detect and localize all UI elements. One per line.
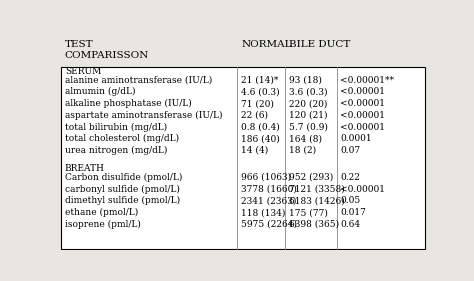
Text: dimethyl sulfide (pmol/L): dimethyl sulfide (pmol/L) (65, 196, 180, 205)
Text: ethane (pmol/L): ethane (pmol/L) (65, 208, 138, 217)
Text: <0.00001**: <0.00001** (340, 76, 394, 85)
Text: 7121 (3358): 7121 (3358) (289, 185, 345, 194)
Text: 0.8 (0.4): 0.8 (0.4) (241, 123, 280, 132)
Text: 21 (14)*: 21 (14)* (241, 76, 278, 85)
Text: 0.0001: 0.0001 (340, 134, 372, 143)
Text: total cholesterol (mg/dL): total cholesterol (mg/dL) (65, 134, 179, 143)
Text: 93 (18): 93 (18) (289, 76, 322, 85)
Text: BILE DUCT: BILE DUCT (289, 40, 350, 49)
Text: 0.017: 0.017 (340, 208, 366, 217)
Text: <0.00001: <0.00001 (340, 185, 385, 194)
FancyBboxPatch shape (61, 67, 425, 249)
Text: Carbon disulfide (pmol/L): Carbon disulfide (pmol/L) (65, 173, 182, 182)
Text: 175 (77): 175 (77) (289, 208, 328, 217)
Text: NORMAL: NORMAL (241, 40, 292, 49)
Text: carbonyl sulfide (pmol/L): carbonyl sulfide (pmol/L) (65, 185, 180, 194)
Text: 3778 (1660): 3778 (1660) (241, 185, 297, 194)
Text: 3.6 (0.3): 3.6 (0.3) (289, 87, 328, 96)
Text: 220 (20): 220 (20) (289, 99, 327, 108)
Text: 186 (40): 186 (40) (241, 134, 280, 143)
Text: alanine aminotransferase (IU/L): alanine aminotransferase (IU/L) (65, 76, 212, 85)
Text: aspartate aminotransferase (IU/L): aspartate aminotransferase (IU/L) (65, 111, 222, 120)
Text: TEST
COMPARISSON: TEST COMPARISSON (65, 40, 149, 60)
Text: 4.6 (0.3): 4.6 (0.3) (241, 87, 280, 96)
Text: 71 (20): 71 (20) (241, 99, 274, 108)
Text: <0.00001: <0.00001 (340, 99, 385, 108)
Text: 18 (2): 18 (2) (289, 146, 316, 155)
Text: 14 (4): 14 (4) (241, 146, 268, 155)
Text: 22 (6): 22 (6) (241, 111, 268, 120)
Text: isoprene (pml/L): isoprene (pml/L) (65, 220, 141, 229)
Text: SERUM: SERUM (65, 67, 101, 76)
Text: total bilirubin (mg/dL): total bilirubin (mg/dL) (65, 123, 167, 132)
Text: 0.22: 0.22 (340, 173, 360, 182)
Text: BREATH: BREATH (65, 164, 105, 173)
Text: 2341 (2363): 2341 (2363) (241, 196, 296, 205)
Text: 0.07: 0.07 (340, 146, 360, 155)
Text: <0.00001: <0.00001 (340, 87, 385, 96)
Text: 952 (293): 952 (293) (289, 173, 333, 182)
Text: 0.64: 0.64 (340, 220, 360, 229)
Text: alkaline phosphatase (IU/L): alkaline phosphatase (IU/L) (65, 99, 191, 108)
Text: 966 (1063): 966 (1063) (241, 173, 291, 182)
Text: 6183 (1426): 6183 (1426) (289, 196, 345, 205)
Text: 118 (134): 118 (134) (241, 208, 285, 217)
Text: 0.05: 0.05 (340, 196, 361, 205)
Text: 6398 (365): 6398 (365) (289, 220, 339, 229)
Text: 120 (21): 120 (21) (289, 111, 328, 120)
Text: <0.00001: <0.00001 (340, 123, 385, 132)
Text: almumin (g/dL): almumin (g/dL) (65, 87, 135, 96)
Text: 164 (8): 164 (8) (289, 134, 322, 143)
Text: <0.00001: <0.00001 (340, 111, 385, 120)
Text: urea nitrogen (mg/dL): urea nitrogen (mg/dL) (65, 146, 167, 155)
Text: 5.7 (0.9): 5.7 (0.9) (289, 123, 328, 132)
Text: 5975 (2264): 5975 (2264) (241, 220, 297, 229)
